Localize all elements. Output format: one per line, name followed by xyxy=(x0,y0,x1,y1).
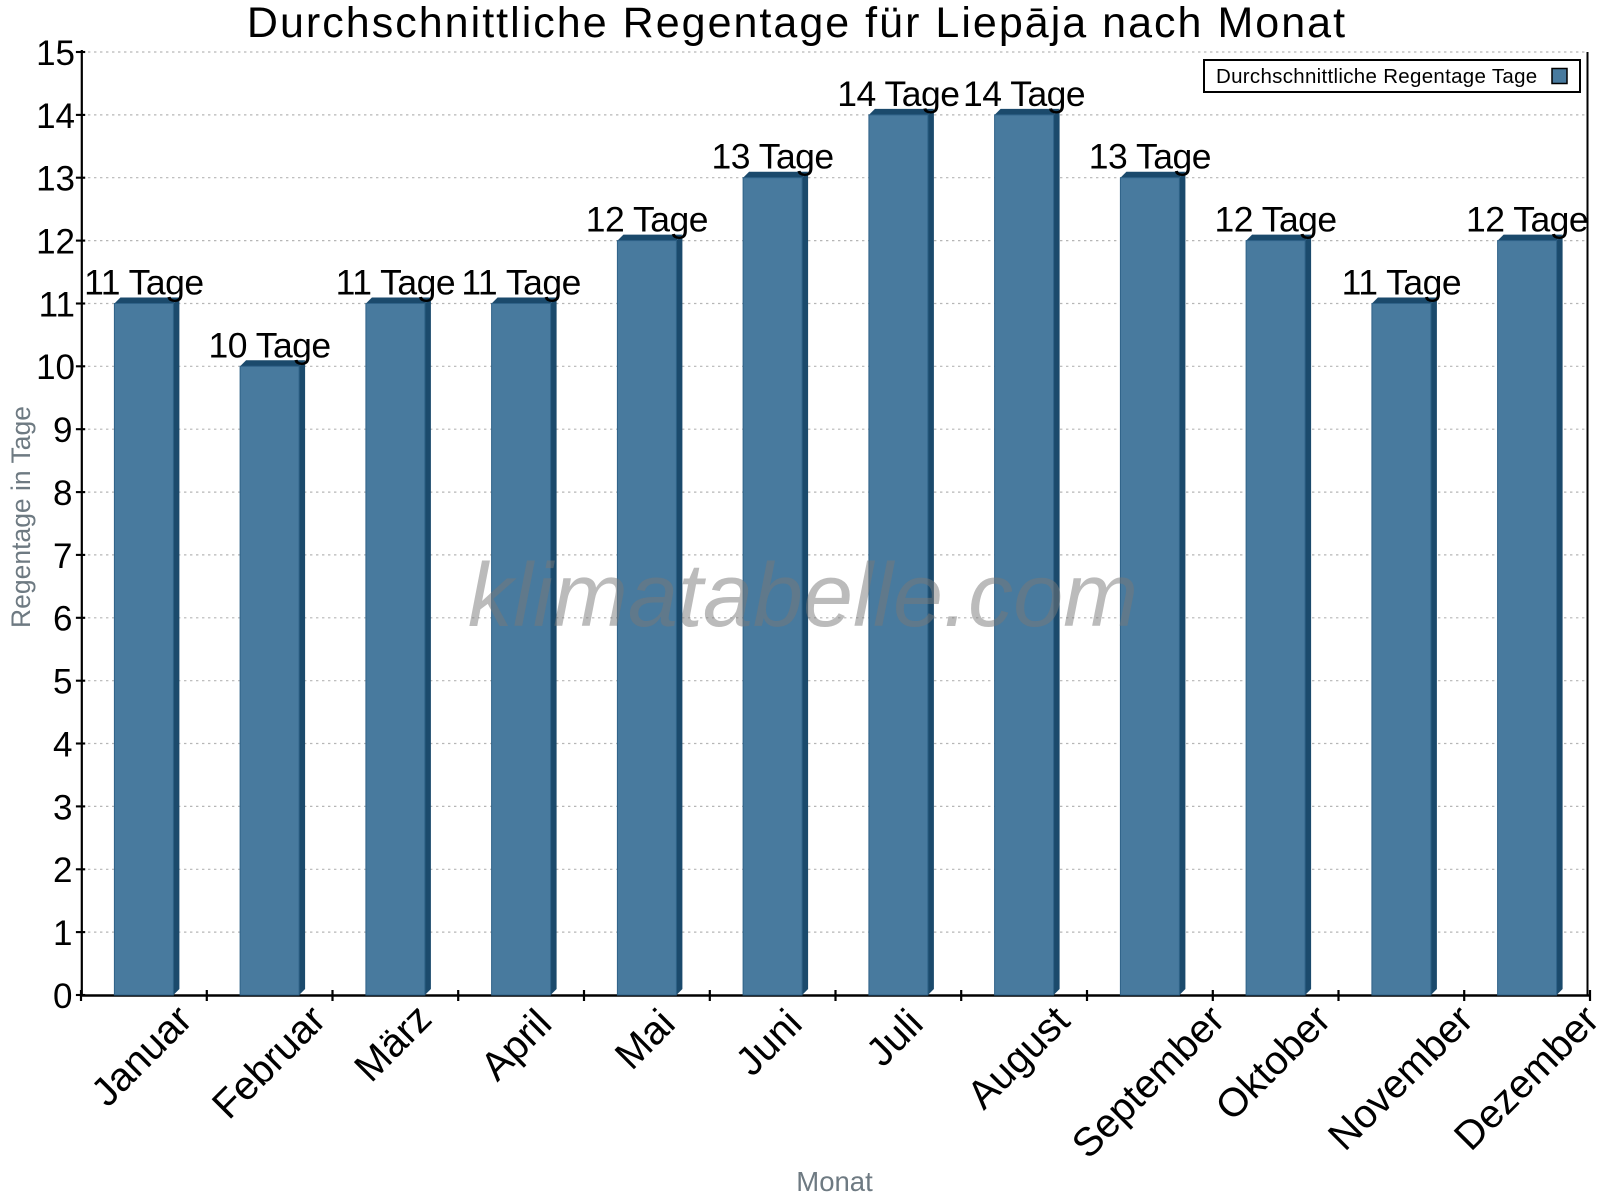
svg-text:September: September xyxy=(1064,997,1233,1166)
svg-text:11 Tage: 11 Tage xyxy=(1342,263,1462,303)
svg-text:Mai: Mai xyxy=(607,1001,684,1078)
svg-text:11 Tage: 11 Tage xyxy=(336,263,456,303)
svg-text:4: 4 xyxy=(53,725,72,764)
svg-text:11 Tage: 11 Tage xyxy=(461,263,581,303)
svg-text:April: April xyxy=(472,1001,560,1089)
svg-text:10: 10 xyxy=(36,348,75,387)
svg-text:7: 7 xyxy=(53,537,72,576)
svg-text:Durchschnittliche Regentage fü: Durchschnittliche Regentage für Liepāja … xyxy=(247,0,1347,47)
svg-text:13 Tage: 13 Tage xyxy=(1089,137,1211,177)
svg-text:Durchschnittliche Regentage Ta: Durchschnittliche Regentage Tage xyxy=(1216,65,1537,88)
svg-text:11 Tage: 11 Tage xyxy=(84,263,204,303)
svg-text:Januar: Januar xyxy=(83,997,201,1115)
svg-text:Monat: Monat xyxy=(796,1166,873,1197)
svg-text:August: August xyxy=(959,998,1078,1117)
svg-text:Regentage in Tage: Regentage in Tage xyxy=(6,406,36,628)
svg-text:13: 13 xyxy=(36,160,75,199)
svg-text:13 Tage: 13 Tage xyxy=(711,137,833,177)
svg-text:9: 9 xyxy=(53,411,72,450)
svg-text:14 Tage: 14 Tage xyxy=(837,74,959,114)
svg-text:5: 5 xyxy=(53,663,72,702)
svg-text:8: 8 xyxy=(53,474,72,513)
svg-text:3: 3 xyxy=(53,788,72,827)
svg-text:12 Tage: 12 Tage xyxy=(1214,200,1336,240)
svg-text:14 Tage: 14 Tage xyxy=(963,74,1085,114)
svg-text:0: 0 xyxy=(53,977,72,1016)
svg-text:klimatabelle.com: klimatabelle.com xyxy=(468,546,1138,646)
svg-text:1: 1 xyxy=(53,914,72,953)
svg-text:6: 6 xyxy=(53,600,72,639)
svg-text:Juli: Juli xyxy=(858,1001,932,1075)
svg-text:12 Tage: 12 Tage xyxy=(1466,200,1588,240)
svg-text:Februar: Februar xyxy=(204,997,334,1127)
svg-text:14: 14 xyxy=(36,97,75,136)
svg-text:2: 2 xyxy=(53,851,72,890)
svg-text:10 Tage: 10 Tage xyxy=(208,325,330,365)
svg-text:Oktober: Oktober xyxy=(1207,997,1339,1129)
svg-text:März: März xyxy=(346,996,440,1090)
svg-text:11: 11 xyxy=(39,285,75,324)
svg-text:12 Tage: 12 Tage xyxy=(586,200,708,240)
svg-text:15: 15 xyxy=(36,34,75,73)
svg-text:Juni: Juni xyxy=(728,1001,811,1084)
svg-text:12: 12 xyxy=(36,223,75,262)
